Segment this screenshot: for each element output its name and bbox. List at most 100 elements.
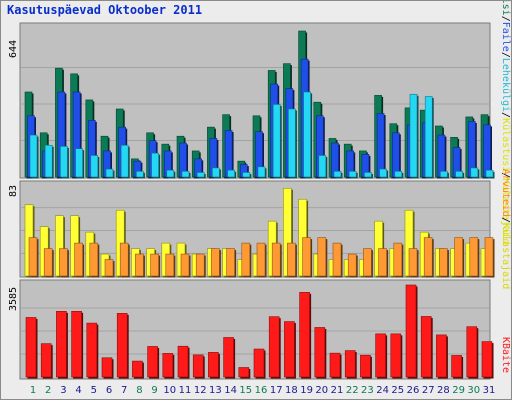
files-bar (483, 124, 491, 178)
kbytes-bar (56, 311, 67, 378)
sites-bar (317, 237, 327, 277)
day-label: 26 (407, 385, 420, 396)
day-label: 20 (315, 385, 328, 396)
pages-bar (440, 171, 448, 178)
day-label: 27 (422, 385, 435, 396)
kbytes-bar (390, 333, 402, 378)
sites-bar (74, 242, 83, 277)
sites-bar (119, 242, 129, 277)
sites-bar (439, 248, 448, 277)
pages-bar (455, 171, 463, 178)
sites-bar (165, 253, 175, 277)
kbytes-bar (436, 334, 447, 378)
sites-bar (287, 242, 296, 277)
visits-legend: Pöördumisi/Faile/Lehekülgi/Külastusi/Kül… (500, 1, 511, 245)
files-bar (391, 132, 400, 178)
kbytes-bar (253, 348, 265, 378)
sites-bar (469, 237, 479, 277)
sites-bar (271, 242, 281, 277)
kbytes-bar (147, 346, 158, 378)
kbytes-bar (268, 316, 280, 378)
day-label: 19 (300, 385, 313, 396)
day-label: 28 (437, 385, 450, 396)
legend-pages: Lehekülgi (500, 58, 511, 112)
kbytes-bar (132, 360, 143, 378)
pages-bar (105, 168, 114, 178)
sites-bar (180, 253, 190, 277)
day-label: 16 (255, 385, 268, 396)
pages-bar (227, 169, 235, 178)
day-label: 1 (30, 385, 36, 396)
day-label: 11 (179, 385, 192, 396)
kbytes-bar (86, 322, 98, 378)
kbytes-bar (238, 367, 250, 378)
pages-bar (151, 152, 159, 178)
sites-bar (332, 242, 342, 277)
kbytes-bar (116, 313, 128, 378)
pages-bar (288, 108, 296, 178)
sites-bar (43, 248, 53, 277)
sites-max-label: 83 (8, 185, 19, 197)
pages-bar (166, 169, 175, 178)
kbytes-bar (314, 327, 326, 378)
pages-bar (242, 172, 251, 178)
kbytes-bar (25, 317, 37, 378)
kbytes-bar (375, 333, 386, 378)
day-label: 8 (136, 385, 142, 396)
visits-max-label: 644 (8, 40, 19, 58)
kbytes-bar (420, 316, 432, 378)
day-label: 22 (346, 385, 359, 396)
files-bar (437, 134, 446, 178)
sites-bar (347, 253, 357, 277)
day-label: 6 (106, 385, 112, 396)
sites-bar (104, 259, 114, 277)
kbytes-bar (405, 284, 417, 378)
chart-title: Kasutuspäevad Oktoober 2011 (7, 3, 203, 17)
kbytes-bar (101, 357, 113, 378)
day-label: 21 (331, 385, 344, 396)
kbytes-bar (192, 354, 204, 378)
day-label: 12 (194, 385, 207, 396)
pages-bar (424, 96, 433, 178)
sites-bar (150, 253, 159, 277)
pages-bar (60, 146, 68, 178)
sites-bar (28, 237, 38, 277)
kbytes-bar (344, 350, 356, 378)
day-label: 25 (391, 385, 404, 396)
chart-marks: 1 2 3 4 5 6 7 8 9 10 11 12 13 14 15 16 17 18 19 20 21 22 23 24 2… (21, 30, 495, 396)
day-label: 7 (121, 385, 127, 396)
day-label: 3 (60, 385, 66, 396)
pages-bar (318, 155, 327, 178)
sites-bar (363, 248, 372, 277)
kbytes-bar (162, 353, 174, 378)
files-bar (376, 113, 385, 178)
kbytes-max-label: 3585 (8, 287, 19, 311)
day-label: 10 (163, 385, 176, 396)
pages-bar (303, 91, 311, 178)
pages-bar (29, 134, 38, 178)
sites-bar (454, 237, 463, 277)
kbytes-bar (299, 292, 310, 378)
pages-bar (120, 144, 129, 178)
kbytes-bar (360, 354, 371, 378)
legend-kbytes: KBaite (500, 337, 511, 373)
pages-bar (485, 169, 494, 178)
pages-bar (333, 171, 342, 178)
pages-bar (272, 104, 281, 178)
pages-bar (470, 167, 479, 178)
pages-bar (379, 168, 387, 178)
day-label: 9 (151, 385, 157, 396)
pages-bar (348, 171, 357, 178)
sites-bar (195, 253, 205, 277)
legend-visits: Külastusi (500, 118, 511, 172)
legend-files: Faile (500, 22, 511, 52)
legend-visitors: Külastajaid (500, 178, 511, 244)
sites-bar (484, 237, 494, 277)
legend-sites: Arvuteid (500, 169, 511, 217)
sites-bar (211, 248, 220, 277)
day-label: 23 (361, 385, 374, 396)
pages-bar (181, 171, 190, 178)
pages-bar (364, 172, 372, 178)
kbytes-bar (329, 352, 341, 378)
